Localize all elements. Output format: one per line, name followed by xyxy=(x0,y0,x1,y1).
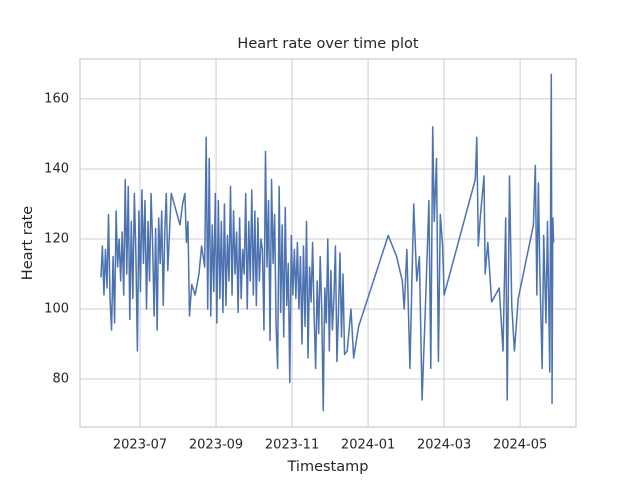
y-tick-label: 80 xyxy=(52,372,69,387)
y-tick-label: 120 xyxy=(44,231,69,246)
y-tick-label: 100 xyxy=(44,302,69,317)
x-tick-label: 2024-05 xyxy=(493,438,547,453)
x-tick-label: 2024-03 xyxy=(417,438,471,453)
plot-frame xyxy=(79,58,577,428)
data-line xyxy=(100,73,555,412)
chart-title: Heart rate over time plot xyxy=(237,36,418,52)
y-tick-label: 140 xyxy=(44,161,69,176)
x-tick-label: 2023-09 xyxy=(189,438,243,453)
x-axis-label: Timestamp xyxy=(287,459,369,475)
y-axis-label: Heart rate xyxy=(20,206,36,280)
x-tick-label: 2023-07 xyxy=(113,438,167,453)
x-tick-label: 2024-01 xyxy=(341,438,395,453)
x-tick-label: 2023-11 xyxy=(265,438,319,453)
y-tick-label: 160 xyxy=(44,91,69,106)
